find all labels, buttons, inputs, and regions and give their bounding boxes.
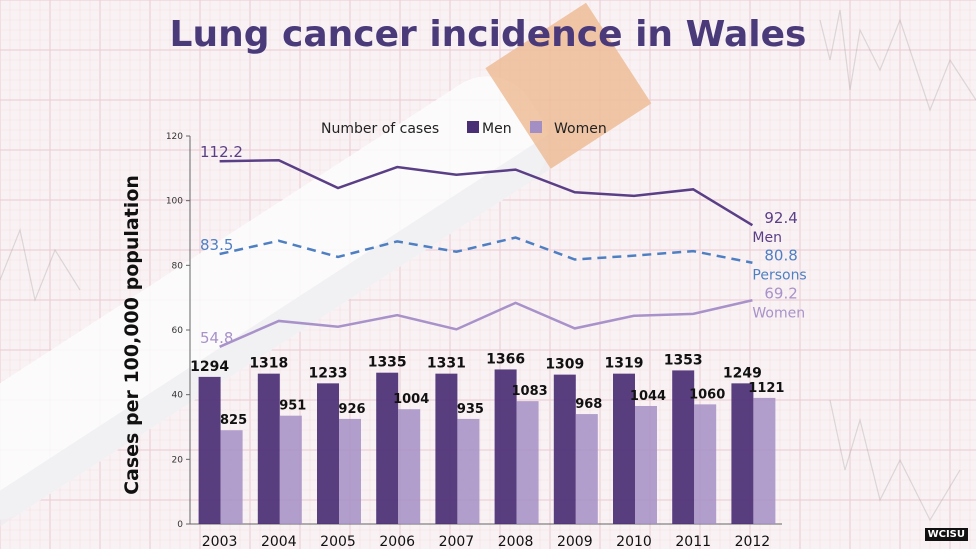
line-end-name-persons: Persons <box>752 268 806 284</box>
bar-label-men: 1249 <box>723 365 762 381</box>
bar-label-women: 968 <box>575 397 602 412</box>
bar-men <box>672 370 695 524</box>
bar-men <box>317 383 339 524</box>
line-end-name-men: Men <box>752 230 782 246</box>
bar-women <box>753 397 776 524</box>
wcisu-watermark: WCISU <box>924 528 968 541</box>
x-tick-label: 2004 <box>261 534 297 549</box>
bar-men <box>257 373 280 524</box>
y-tick-label: 80 <box>172 261 184 271</box>
y-tick-label: 40 <box>172 391 184 401</box>
bar-label-women: 1121 <box>748 381 784 396</box>
legend-label-men: Men <box>482 121 512 137</box>
legend-swatch-women <box>530 121 542 133</box>
x-tick-label: 2005 <box>320 534 356 549</box>
y-tick-label: 60 <box>172 326 184 336</box>
bar-women <box>694 404 717 524</box>
line-start-label-persons: 83.5 <box>200 236 233 254</box>
x-tick-label: 2009 <box>557 534 593 549</box>
bar-label-men: 1335 <box>368 355 407 371</box>
bar-men <box>494 369 517 524</box>
x-tick-label: 2008 <box>498 534 534 549</box>
bar-men <box>198 376 221 524</box>
bar-women <box>575 414 598 524</box>
line-end-name-women: Women <box>752 305 805 321</box>
bar-label-men: 1331 <box>427 356 466 372</box>
bar-men <box>435 373 458 524</box>
line-end-value-persons: 80.8 <box>764 247 797 265</box>
line-start-label-men: 112.2 <box>200 143 243 161</box>
bar-label-women: 825 <box>220 413 247 428</box>
bar-men <box>613 373 635 524</box>
legend-swatch-men <box>467 121 479 133</box>
y-tick-label: 0 <box>177 520 183 530</box>
x-tick-label: 2012 <box>735 534 771 549</box>
legend: Number of cases Men Women <box>321 121 607 137</box>
x-tick-label: 2011 <box>675 534 711 549</box>
bar-women <box>279 415 302 524</box>
bar-men <box>553 374 576 524</box>
bar-label-men: 1294 <box>190 359 229 375</box>
bar-men <box>731 383 754 524</box>
bar-label-women: 1060 <box>689 387 725 402</box>
bar-label-men: 1319 <box>605 356 644 372</box>
legend-label-women: Women <box>554 121 607 137</box>
y-tick-label: 100 <box>166 197 183 207</box>
bar-women <box>398 409 421 524</box>
bar-label-women: 926 <box>338 402 365 417</box>
bar-label-men: 1353 <box>664 352 703 368</box>
y-tick-label: 20 <box>172 455 184 465</box>
line-end-value-women: 69.2 <box>764 284 797 302</box>
y-tick-label: 120 <box>166 132 183 142</box>
x-tick-label: 2006 <box>379 534 415 549</box>
bar-women <box>220 430 243 524</box>
bar-women <box>516 401 539 524</box>
bar-label-men: 1233 <box>309 365 348 381</box>
bar-women <box>457 418 480 524</box>
bar-label-men: 1318 <box>249 356 288 372</box>
x-tick-label: 2007 <box>439 534 475 549</box>
bar-label-women: 1083 <box>512 384 548 399</box>
x-tick-label: 2003 <box>202 534 238 549</box>
line-end-value-men: 92.4 <box>764 209 797 227</box>
bar-label-men: 1366 <box>486 351 525 367</box>
x-tick-label: 2010 <box>616 534 652 549</box>
chart-title: Lung cancer incidence in Wales <box>169 14 807 55</box>
bar-label-women: 1004 <box>393 392 429 407</box>
line-persons <box>219 236 753 264</box>
line-men <box>219 158 754 227</box>
line-start-label-women: 54.8 <box>200 329 233 347</box>
bar-label-women: 1044 <box>630 389 666 404</box>
line-women <box>219 299 753 348</box>
bar-women <box>339 418 361 524</box>
bar-label-men: 1309 <box>545 357 584 373</box>
legend-title: Number of cases <box>321 121 439 137</box>
bar-men <box>376 372 399 524</box>
bar-label-women: 935 <box>457 402 484 417</box>
bar-women <box>635 405 657 524</box>
bar-label-women: 951 <box>279 399 306 414</box>
cigarette-image <box>0 2 652 540</box>
ecg-trace <box>0 9 976 522</box>
